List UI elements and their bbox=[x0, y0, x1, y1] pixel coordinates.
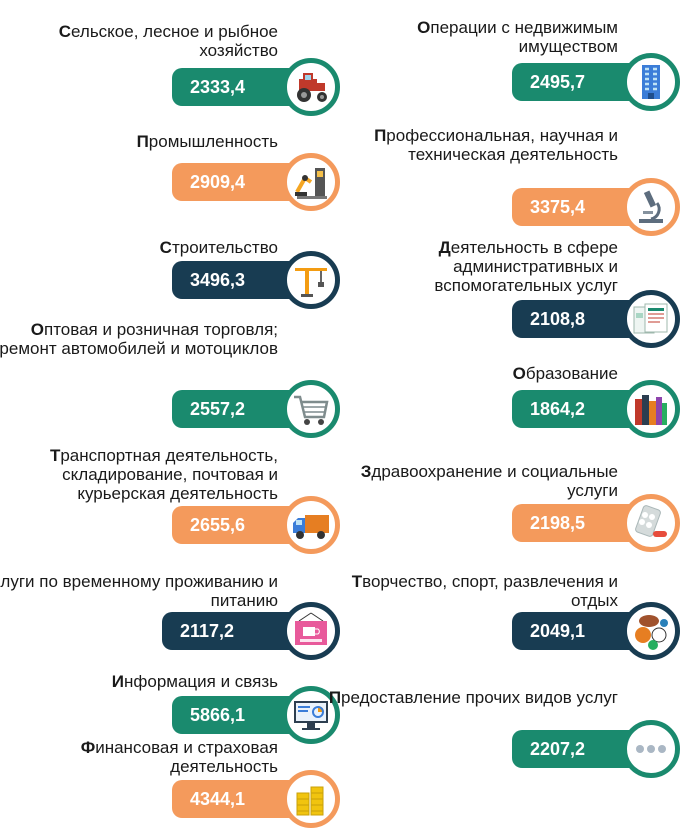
sector-title: Предоставление прочих видов услуг bbox=[328, 688, 618, 707]
icon-circle bbox=[622, 494, 680, 552]
icon-circle bbox=[282, 153, 340, 211]
sports-balls-icon bbox=[635, 615, 668, 650]
sector-title: Профессиональная, научная и техническая … bbox=[374, 126, 618, 164]
documents-icon bbox=[633, 303, 668, 334]
pills-icon bbox=[635, 505, 667, 537]
sector-trade: Оптовая и розничная торговля; ремонт авт… bbox=[0, 318, 340, 438]
sector-title: Транспортная деятельность, складирование… bbox=[49, 446, 278, 503]
sector-title: Финансовая и страховая деятельность bbox=[80, 738, 278, 776]
sector-construction: Строительство 3496,3 bbox=[0, 236, 340, 316]
sector-title: Промышленность bbox=[136, 132, 278, 151]
delivery-truck-icon bbox=[293, 515, 329, 539]
sector-title: Сельское, лесное и рыбное хозяйство bbox=[58, 22, 278, 60]
sector-transport: Транспортная деятельность, складирование… bbox=[0, 444, 340, 554]
sector-title: Деятельность в сфере административных и … bbox=[434, 238, 618, 295]
sector-other-services: Предоставление прочих видов услуг 2207,2 bbox=[329, 688, 680, 788]
sector-healthcare: Здравоохранение и социальные услуги 2198… bbox=[340, 462, 680, 562]
icon-circle bbox=[282, 770, 340, 828]
sector-administrative: Деятельность в сфере административных и … bbox=[340, 236, 680, 351]
more-dots-icon bbox=[636, 745, 666, 753]
sector-industry: Промышленность 2909,4 bbox=[0, 130, 340, 211]
sector-recreation: Творчество, спорт, развлечения и отдых 2… bbox=[340, 572, 680, 672]
sector-title: Услуги по временному проживанию и питани… bbox=[0, 572, 278, 610]
tractor-icon bbox=[297, 73, 327, 102]
icon-circle bbox=[282, 251, 340, 309]
shopping-cart-icon bbox=[294, 395, 329, 425]
icon-circle bbox=[282, 602, 340, 660]
icon-circle bbox=[622, 380, 680, 438]
sector-title: Информация и связь bbox=[111, 672, 278, 691]
computer-monitor-icon bbox=[294, 701, 328, 730]
sector-agriculture: Сельское, лесное и рыбное хозяйство 2333… bbox=[0, 18, 340, 118]
icon-circle bbox=[282, 58, 340, 116]
icon-circle bbox=[622, 720, 680, 778]
cafe-sign-icon bbox=[295, 612, 327, 645]
sector-title: Оптовая и розничная торговля; ремонт авт… bbox=[0, 320, 278, 358]
sector-real-estate: Операции с недвижимым имуществом 2495,7 bbox=[340, 18, 680, 118]
books-icon bbox=[635, 395, 667, 425]
sector-information: Информация и связь 5866,1 bbox=[0, 670, 340, 750]
sector-title: Образование bbox=[512, 364, 618, 383]
crane-icon bbox=[295, 268, 327, 297]
building-icon bbox=[642, 65, 660, 99]
factory-robot-icon bbox=[295, 168, 327, 199]
icon-circle bbox=[622, 602, 680, 660]
sector-accommodation: Услуги по временному проживанию и питани… bbox=[0, 572, 340, 672]
coins-icon bbox=[296, 786, 324, 816]
sector-title: Здравоохранение и социальные услуги bbox=[360, 462, 618, 500]
sector-title: Творчество, спорт, развлечения и отдых bbox=[351, 572, 618, 610]
icon-circle bbox=[622, 53, 680, 111]
sector-finance: Финансовая и страховая деятельность 4344… bbox=[0, 738, 340, 833]
sector-title: Строительство bbox=[159, 238, 278, 257]
icon-circle bbox=[622, 290, 680, 348]
icon-circle bbox=[282, 496, 340, 554]
icon-circle bbox=[622, 178, 680, 236]
sector-education: Образование 1864,2 bbox=[340, 362, 680, 442]
icon-circle bbox=[282, 380, 340, 438]
microscope-icon bbox=[639, 190, 663, 223]
sector-title: Операции с недвижимым имуществом bbox=[417, 18, 618, 56]
icon-circle bbox=[282, 686, 340, 744]
sector-professional: Профессиональная, научная и техническая … bbox=[340, 126, 680, 236]
